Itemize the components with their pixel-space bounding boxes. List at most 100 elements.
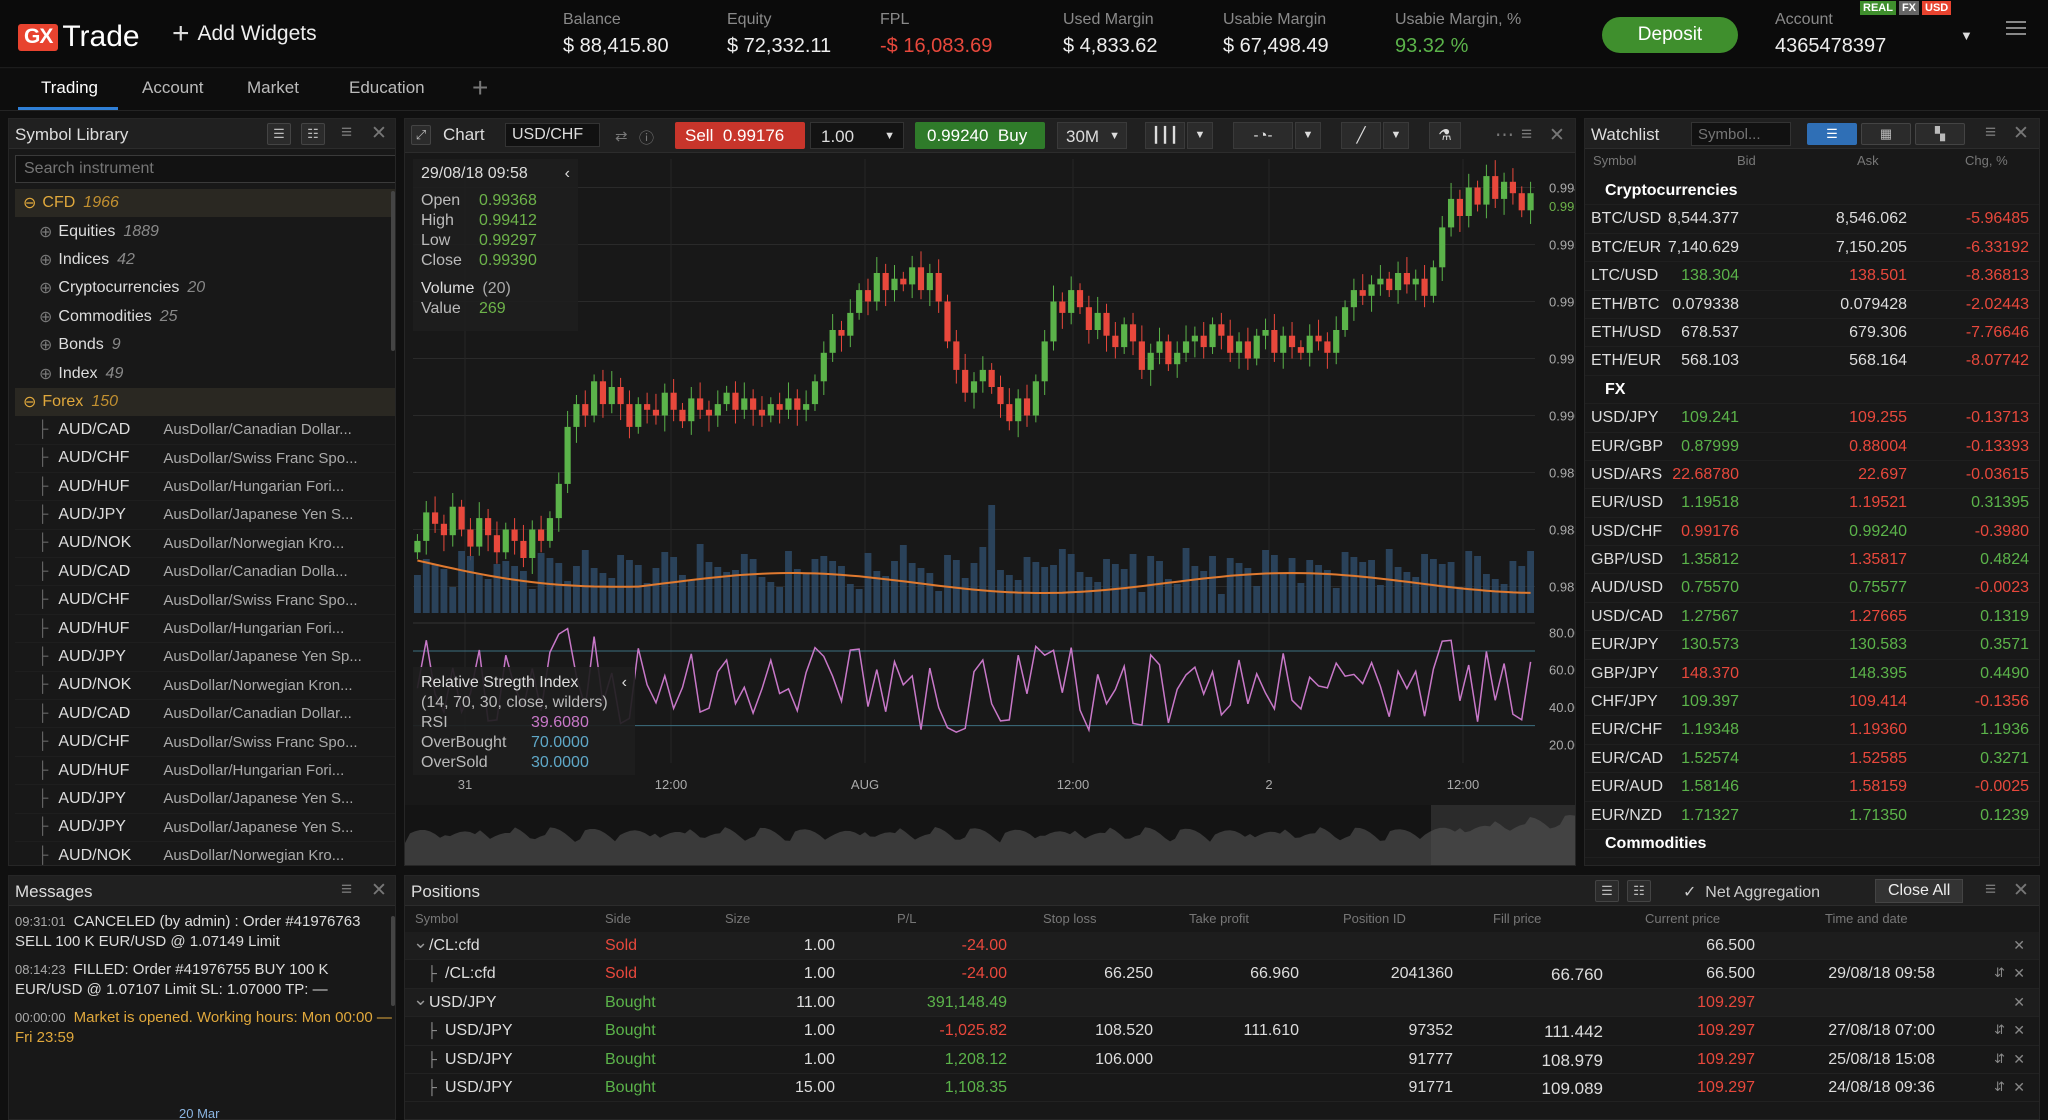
watchlist-ask[interactable]: 0.75577 [1849,579,1907,597]
watchlist-ask[interactable]: 1.27665 [1849,607,1907,625]
watchlist-bid[interactable]: 1.19518 [1681,494,1739,512]
edit-position-icon[interactable]: ⇵ [1994,1022,2005,1038]
close-position-icon[interactable]: ✕ [2013,1050,2025,1067]
symbol-list-item[interactable]: ├ AUD/CAD AusDollar/Canadian Dollar... [15,700,395,729]
symbol-list-item[interactable]: ├ AUD/CHF AusDollar/Swiss Franc Spo... [15,586,395,615]
position-row[interactable]: ├ USD/JPY Bought 15.00 1,108.35 91771 109.089 1… [405,1074,2039,1103]
quantity-select[interactable]: 1.00 ▼ [810,122,904,149]
col-ask[interactable]: Ask [1857,153,1879,168]
watchlist-bid[interactable]: 0.99176 [1681,522,1739,540]
compare-icon[interactable]: ⇄ [615,128,628,145]
watchlist-bid[interactable]: 1.52574 [1681,749,1739,767]
edit-position-icon[interactable]: ⇵ [1994,965,2005,981]
col-chg[interactable]: Chg, % [1965,153,2008,168]
watchlist-row[interactable]: USD/CHF 0.99176 0.99240 -0.3980 [1585,518,2039,547]
watchlist-section-header[interactable]: FX [1585,376,2039,405]
symbol-list-item[interactable]: ├ AUD/CHF AusDollar/Swiss Franc Spo... [15,728,395,757]
watchlist-ask[interactable]: 568.164 [1849,352,1907,370]
watchlist-section-header[interactable]: Cryptocurrencies [1585,177,2039,206]
watchlist-row[interactable]: GBP/USD 1.35812 1.35817 0.4824 [1585,546,2039,575]
position-row[interactable]: ├ /CL:cfd Sold 1.00 -24.00 66.250 66.960 204136… [405,960,2039,989]
caret-down-icon[interactable]: ▼ [1960,28,1973,43]
caret-down-icon[interactable]: ▼ [1187,122,1213,149]
watchlist-row[interactable]: EUR/CAD 1.52574 1.52585 0.3271 [1585,745,2039,774]
collapse-icon[interactable]: ‹ [621,674,627,691]
watchlist-bid[interactable]: 7,140.629 [1667,238,1739,256]
watchlist-row[interactable]: EUR/CHF 1.19348 1.19360 1.1936 [1585,716,2039,745]
chart-symbol-input[interactable]: USD/CHF [505,123,600,147]
tree-subcategory[interactable]: ⊕ Commodities 25 [15,303,395,331]
positions-col-header[interactable]: Time and date [1825,911,1908,926]
tree-subcategory[interactable]: ⊕ Cryptocurrencies 20 [15,274,395,302]
caret-down-icon[interactable]: ▼ [1295,122,1321,149]
watchlist-bid[interactable]: 1.35812 [1681,551,1739,569]
watchlist-bid[interactable]: 0.87999 [1681,437,1739,455]
close-position-icon[interactable]: ✕ [2013,1079,2025,1095]
watchlist-bid[interactable]: 0.75570 [1681,579,1739,597]
hamburger-menu-icon[interactable] [2006,17,2026,39]
filter-icon[interactable]: ☷ [301,123,325,145]
watchlist-bid[interactable]: 109.241 [1681,409,1739,427]
watchlist-row[interactable]: AUD/USD 0.75570 0.75577 -0.0023 [1585,574,2039,603]
watchlist-ask[interactable]: 1.35817 [1849,551,1907,569]
watchlist-ask[interactable]: 0.88004 [1849,437,1907,455]
close-position-icon[interactable]: ✕ [2013,937,2025,953]
close-position-icon[interactable]: ✕ [2013,1022,2025,1039]
watchlist-ask[interactable]: 1.58159 [1849,778,1907,796]
watchlist-ask[interactable]: 1.71350 [1849,806,1907,824]
info-icon[interactable]: ⓘ [639,130,655,147]
symbol-list-item[interactable]: ├ AUD/HUF AusDollar/Hungarian Fori... [15,615,395,644]
watchlist-bid[interactable]: 678.537 [1681,323,1739,341]
watchlist-bid[interactable]: 8,544.377 [1667,210,1739,228]
position-row[interactable]: ├ USD/JPY Bought 1.00 1,208.12 106.000 91777 10… [405,1045,2039,1074]
watchlist-bid[interactable]: 1.58146 [1681,778,1739,796]
watchlist-row[interactable]: EUR/JPY 130.573 130.583 0.3571 [1585,631,2039,660]
watchlist-row[interactable]: USD/JPY 109.241 109.255 -0.13713 [1585,404,2039,433]
positions-col-header[interactable]: P/L [897,911,917,926]
chevron-down-icon[interactable]: ⌄ [413,988,429,1009]
positions-col-header[interactable]: Stop loss [1043,911,1097,926]
search-instrument-input[interactable] [15,155,395,183]
scrollbar[interactable] [391,916,395,1006]
account-selector[interactable]: Account 4365478397 [1775,11,1886,58]
close-icon[interactable]: ✕ [2013,123,2029,144]
watchlist-row[interactable]: ETH/BTC 0.079338 0.079428 -2.02443 [1585,291,2039,319]
positions-col-header[interactable]: Current price [1645,911,1721,926]
tree-category[interactable]: ⊖ CFD 1966 [15,189,395,218]
tree-category[interactable]: ⊖ Forex 150 [15,387,395,417]
watchlist-ask[interactable]: 148.395 [1849,664,1907,682]
sell-button[interactable]: Sell 0.99176 [675,122,805,149]
symbol-list-item[interactable]: ├ AUD/JPY AusDollar/Japanese Yen S... [15,785,395,814]
scrollbar[interactable] [391,191,395,351]
watchlist-symbol-input[interactable] [1691,122,1791,146]
close-icon[interactable]: ✕ [1549,125,1565,146]
symbol-list-item[interactable]: ├ AUD/JPY AusDollar/Japanese Yen S... [15,814,395,842]
deposit-button[interactable]: Deposit [1602,17,1738,53]
watchlist-bid[interactable]: 568.103 [1681,352,1739,370]
positions-col-header[interactable]: Symbol [415,911,459,926]
menu-icon[interactable]: ≡ [1985,879,1997,900]
close-all-button[interactable]: Close All [1875,879,1964,903]
list-view-icon[interactable]: ☰ [1807,123,1857,145]
watchlist-row[interactable]: CHF/JPY 109.397 109.414 -0.1356 [1585,688,2039,717]
watchlist-ask[interactable]: 0.079428 [1840,295,1907,313]
menu-icon[interactable]: ≡ [1985,122,1997,143]
menu-icon[interactable]: ≡ [1521,124,1533,145]
collapse-icon[interactable]: ‹ [564,165,570,182]
filter-icon[interactable]: ☷ [1627,880,1651,902]
col-symbol[interactable]: Symbol [1593,153,1637,168]
positions-col-header[interactable]: Size [725,911,751,926]
positions-col-header[interactable]: Position ID [1343,911,1406,926]
tree-subcategory[interactable]: ⊕ Bonds 9 [15,331,395,359]
draw-line-icon[interactable]: ╱ [1341,122,1381,149]
watchlist-ask[interactable]: 8,546.062 [1835,210,1907,228]
position-row[interactable]: ├ USD/JPY Bought 1.00 -1,025.82 108.520 111.61… [405,1017,2039,1046]
position-group-row[interactable]: ⌄/CL:cfd Sold 1.00 -24.00 66.500 ✕ [405,932,2039,961]
menu-icon[interactable]: ≡ [341,879,353,900]
collapse-icon[interactable]: ⊖ [23,393,37,411]
watchlist-ask[interactable]: 0.99240 [1849,522,1907,540]
indicator-clock-icon[interactable]: -◔- [1233,122,1293,149]
watchlist-bid[interactable]: 1.19348 [1681,721,1739,739]
add-widgets-button[interactable]: + Add Widgets [172,19,317,49]
positions-col-header[interactable]: Fill price [1493,911,1542,926]
